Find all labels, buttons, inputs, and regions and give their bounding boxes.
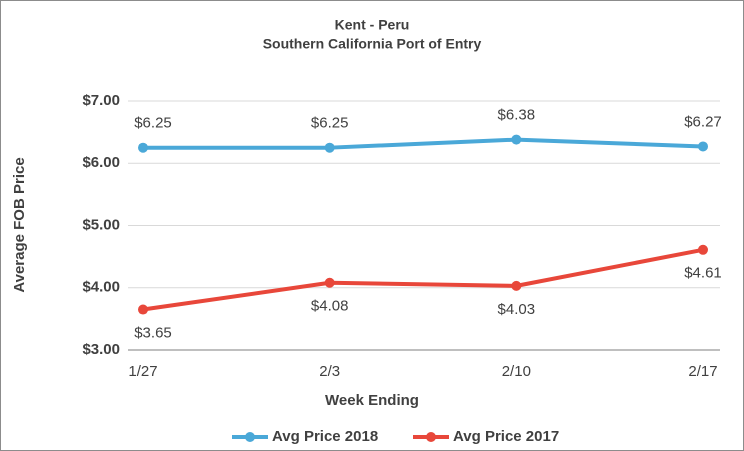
y-tick-label: $5.00 [82, 216, 120, 233]
data-point [698, 141, 708, 152]
legend-label: Avg Price 2018 [272, 428, 378, 445]
data-point [324, 277, 335, 288]
x-axis-label: Week Ending [325, 392, 419, 409]
series-line [143, 137, 704, 150]
legend-marker [426, 432, 436, 442]
legend-label: Avg Price 2017 [453, 428, 559, 445]
x-tick-label: 2/10 [502, 363, 531, 380]
legend-marker [245, 432, 255, 442]
y-tick-label: $7.00 [82, 92, 120, 109]
y-tick-label: $3.00 [82, 341, 120, 358]
data-point [511, 134, 522, 145]
data-label: $6.25 [311, 115, 349, 132]
y-tick-label: $6.00 [82, 154, 120, 171]
data-label: $4.03 [498, 301, 536, 318]
y-tick-label: $4.00 [82, 279, 120, 296]
data-label: $6.38 [498, 107, 536, 124]
data-label: $3.65 [134, 325, 172, 342]
x-tick-label: 2/17 [688, 363, 717, 380]
y-axis-label: Average FOB Price [11, 157, 28, 292]
chart-subtitle: Southern California Port of Entry [263, 36, 482, 52]
data-point [138, 304, 148, 315]
data-label: $6.25 [134, 115, 172, 132]
data-label: $4.61 [684, 265, 722, 282]
chart-title: Kent - Peru [335, 17, 410, 33]
series-line [142, 247, 704, 312]
data-point [698, 244, 708, 255]
data-point [324, 142, 335, 153]
data-label: $4.08 [311, 298, 349, 315]
x-tick-label: 2/3 [319, 363, 340, 380]
x-tick-label: 1/27 [128, 363, 157, 380]
data-point [511, 280, 522, 291]
data-label: $6.27 [684, 113, 722, 130]
data-point [138, 142, 148, 153]
